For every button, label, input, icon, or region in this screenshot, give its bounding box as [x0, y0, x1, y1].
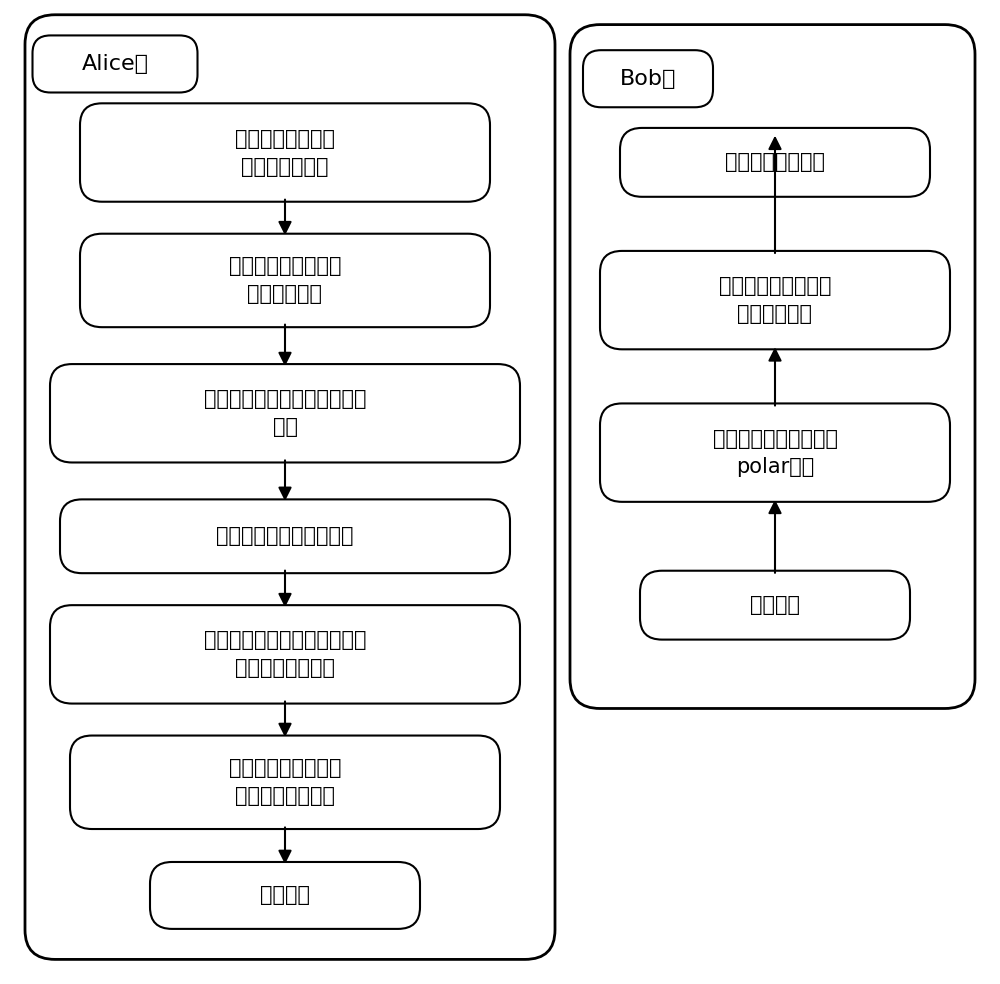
FancyBboxPatch shape	[70, 736, 500, 829]
Text: 将加密后的信息比特
替换原有信息比特: 将加密后的信息比特 替换原有信息比特	[229, 759, 341, 806]
Text: 产生待发送信息比特
流及冻结比特: 产生待发送信息比特 流及冻结比特	[229, 257, 341, 304]
Text: Alice端: Alice端	[82, 54, 148, 74]
FancyBboxPatch shape	[50, 364, 520, 462]
Text: 对公共区间信息比特
进行解密操作: 对公共区间信息比特 进行解密操作	[719, 277, 831, 324]
Text: 接收数据: 接收数据	[750, 595, 800, 615]
FancyBboxPatch shape	[600, 403, 950, 502]
FancyBboxPatch shape	[33, 35, 198, 92]
FancyBboxPatch shape	[570, 25, 975, 708]
FancyBboxPatch shape	[620, 128, 930, 197]
FancyBboxPatch shape	[80, 103, 490, 202]
FancyBboxPatch shape	[150, 862, 420, 929]
Text: 发送数据: 发送数据	[260, 886, 310, 905]
Text: 恢复发送端数据流: 恢复发送端数据流	[725, 153, 825, 172]
FancyBboxPatch shape	[50, 605, 520, 704]
FancyBboxPatch shape	[80, 233, 490, 327]
FancyBboxPatch shape	[600, 251, 950, 349]
FancyBboxPatch shape	[25, 15, 555, 959]
Text: 冻结比特映射到冻结区间: 冻结比特映射到冻结区间	[216, 526, 354, 546]
Text: Bob端: Bob端	[620, 69, 676, 89]
Text: 对主信道及窃听信
道进行信道拆分: 对主信道及窃听信 道进行信道拆分	[235, 129, 335, 176]
Text: 信息比特映射公共区间和保密
区间: 信息比特映射公共区间和保密 区间	[204, 390, 366, 437]
FancyBboxPatch shape	[583, 50, 713, 107]
Text: 对接收到信息比特进行
polar解码: 对接收到信息比特进行 polar解码	[712, 429, 838, 476]
FancyBboxPatch shape	[640, 571, 910, 640]
Text: 用安全区间信息比特对非安全
区间信息比特加密: 用安全区间信息比特对非安全 区间信息比特加密	[204, 631, 366, 678]
FancyBboxPatch shape	[60, 499, 510, 573]
